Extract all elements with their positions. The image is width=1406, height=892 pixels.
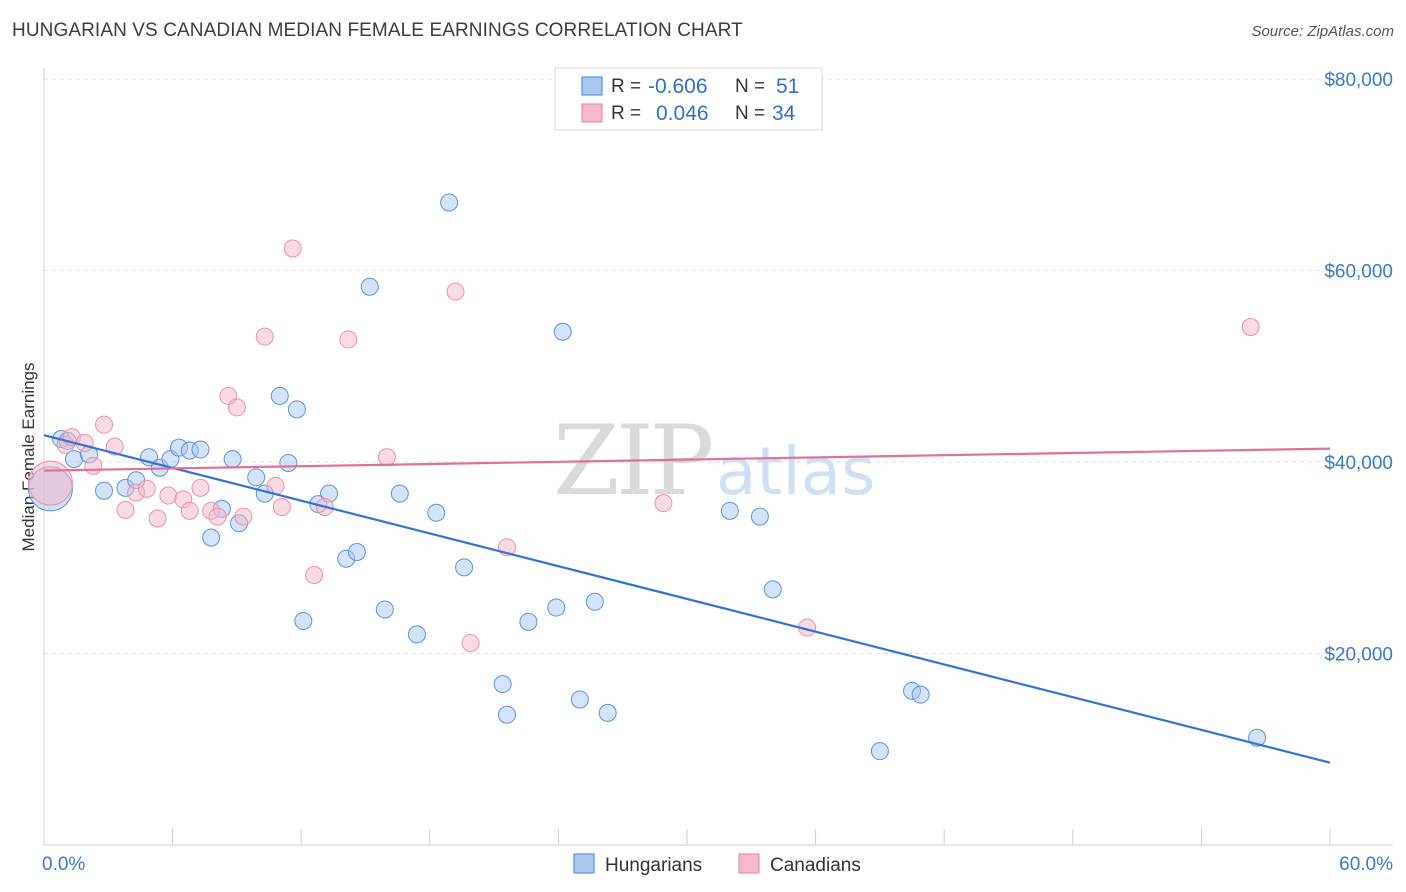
y-tick-label: $20,000 (1324, 645, 1393, 666)
hungarians-point (598, 703, 617, 722)
hungarians-point (547, 598, 566, 617)
bottom-legend-swatch-hungarians[interactable] (573, 853, 595, 874)
canadians-point (137, 479, 156, 498)
canadians-point (84, 456, 103, 475)
legend-r-value: -0.606 (648, 75, 708, 98)
hungarians-point (407, 625, 426, 644)
hungarians-point (191, 440, 210, 459)
hungarians-point (519, 612, 538, 631)
hungarians-trend-line (43, 434, 1331, 764)
data-points (27, 193, 1267, 761)
hungarians-point (294, 611, 313, 630)
canadians-point (159, 486, 178, 505)
y-tick-label: $60,000 (1324, 262, 1393, 283)
legend-swatch-canadians (581, 103, 603, 123)
hungarians-point (223, 450, 242, 469)
y-tick-label: $80,000 (1324, 70, 1393, 91)
hungarians-point (247, 468, 266, 487)
canadians-point (272, 498, 291, 517)
legend-n-value: 34 (772, 102, 796, 125)
chart-title: HUNGARIAN VS CANADIAN MEDIAN FEMALE EARN… (12, 20, 743, 41)
hungarians-point (750, 507, 769, 526)
canadians-point (227, 398, 246, 417)
bottom-legend-swatch-canadians[interactable] (738, 853, 760, 874)
hungarians-point (95, 481, 114, 500)
canadians-point (95, 415, 114, 434)
hungarians-point (455, 558, 474, 577)
hungarians-point (360, 277, 379, 296)
hungarians-point (553, 322, 572, 341)
x-tick-label-min: 0.0% (42, 854, 85, 875)
canadians-point (339, 330, 358, 349)
hungarians-point (497, 705, 516, 724)
hungarians-point (493, 675, 512, 694)
bottom-legend: Hungarians Canadians (573, 853, 861, 876)
hungarians-point (763, 580, 782, 599)
canadians-point (27, 460, 73, 506)
hungarians-point (390, 484, 409, 503)
canadians-point (105, 437, 124, 456)
legend-r-value: 0.046 (656, 102, 709, 125)
watermark-atlas: atlas (716, 433, 876, 510)
legend-n-value: 51 (776, 75, 799, 98)
legend-r-label: R = (611, 76, 641, 97)
grid-lines (44, 78, 1393, 654)
legend-swatch-hungarians (581, 76, 603, 96)
canadians-point (234, 507, 253, 526)
x-tick-marks (43, 829, 1331, 845)
y-axis-label: Median Female Earnings (19, 363, 38, 552)
chart-source: Source: ZipAtlas.com (1251, 23, 1394, 40)
hungarians-point (720, 501, 739, 520)
canadians-point (180, 501, 199, 520)
hungarians-point (287, 400, 306, 419)
hungarians-point (570, 690, 589, 709)
canadians-point (654, 494, 673, 513)
canadians-point (148, 509, 167, 528)
hungarians-point (440, 193, 459, 212)
canadians-point (116, 500, 135, 519)
canadians-point (191, 478, 210, 497)
bottom-legend-label-canadians[interactable]: Canadians (770, 855, 861, 876)
canadians-point (208, 507, 227, 526)
canadians-point (377, 448, 396, 467)
canadians-point (75, 433, 94, 452)
canadians-point (446, 282, 465, 301)
canadians-point (461, 633, 480, 652)
trend-lines (43, 434, 1331, 764)
hungarians-point (270, 386, 289, 405)
legend-box: R = -0.606 N = 51 R = 0.046 N = 34 (554, 67, 823, 131)
canadians-point (283, 239, 302, 258)
hungarians-point (375, 600, 394, 619)
hungarians-point (870, 742, 889, 761)
legend-n-label: N = (735, 76, 765, 97)
hungarians-point (427, 503, 446, 522)
y-tick-label: $40,000 (1324, 453, 1393, 474)
hungarians-point (911, 685, 930, 704)
hungarians-point (585, 592, 604, 611)
legend-n-label: N = (735, 103, 765, 124)
canadians-point (255, 327, 274, 346)
bottom-legend-label-hungarians[interactable]: Hungarians (605, 855, 702, 876)
y-tick-labels: $20,000 $40,000 $60,000 $80,000 (1324, 70, 1393, 666)
x-tick-label-max: 60.0% (1339, 854, 1393, 875)
hungarians-point (347, 543, 366, 562)
legend-r-label: R = (611, 103, 641, 124)
hungarians-point (279, 453, 298, 472)
hungarians-point (202, 528, 221, 547)
canadians-trend-line (43, 447, 1331, 472)
axes (43, 68, 1393, 846)
canadians-point (1241, 317, 1260, 336)
canadians-point (305, 565, 324, 584)
